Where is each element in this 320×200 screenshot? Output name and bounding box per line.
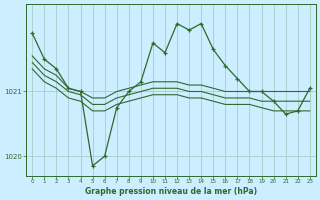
X-axis label: Graphe pression niveau de la mer (hPa): Graphe pression niveau de la mer (hPa) — [85, 187, 257, 196]
